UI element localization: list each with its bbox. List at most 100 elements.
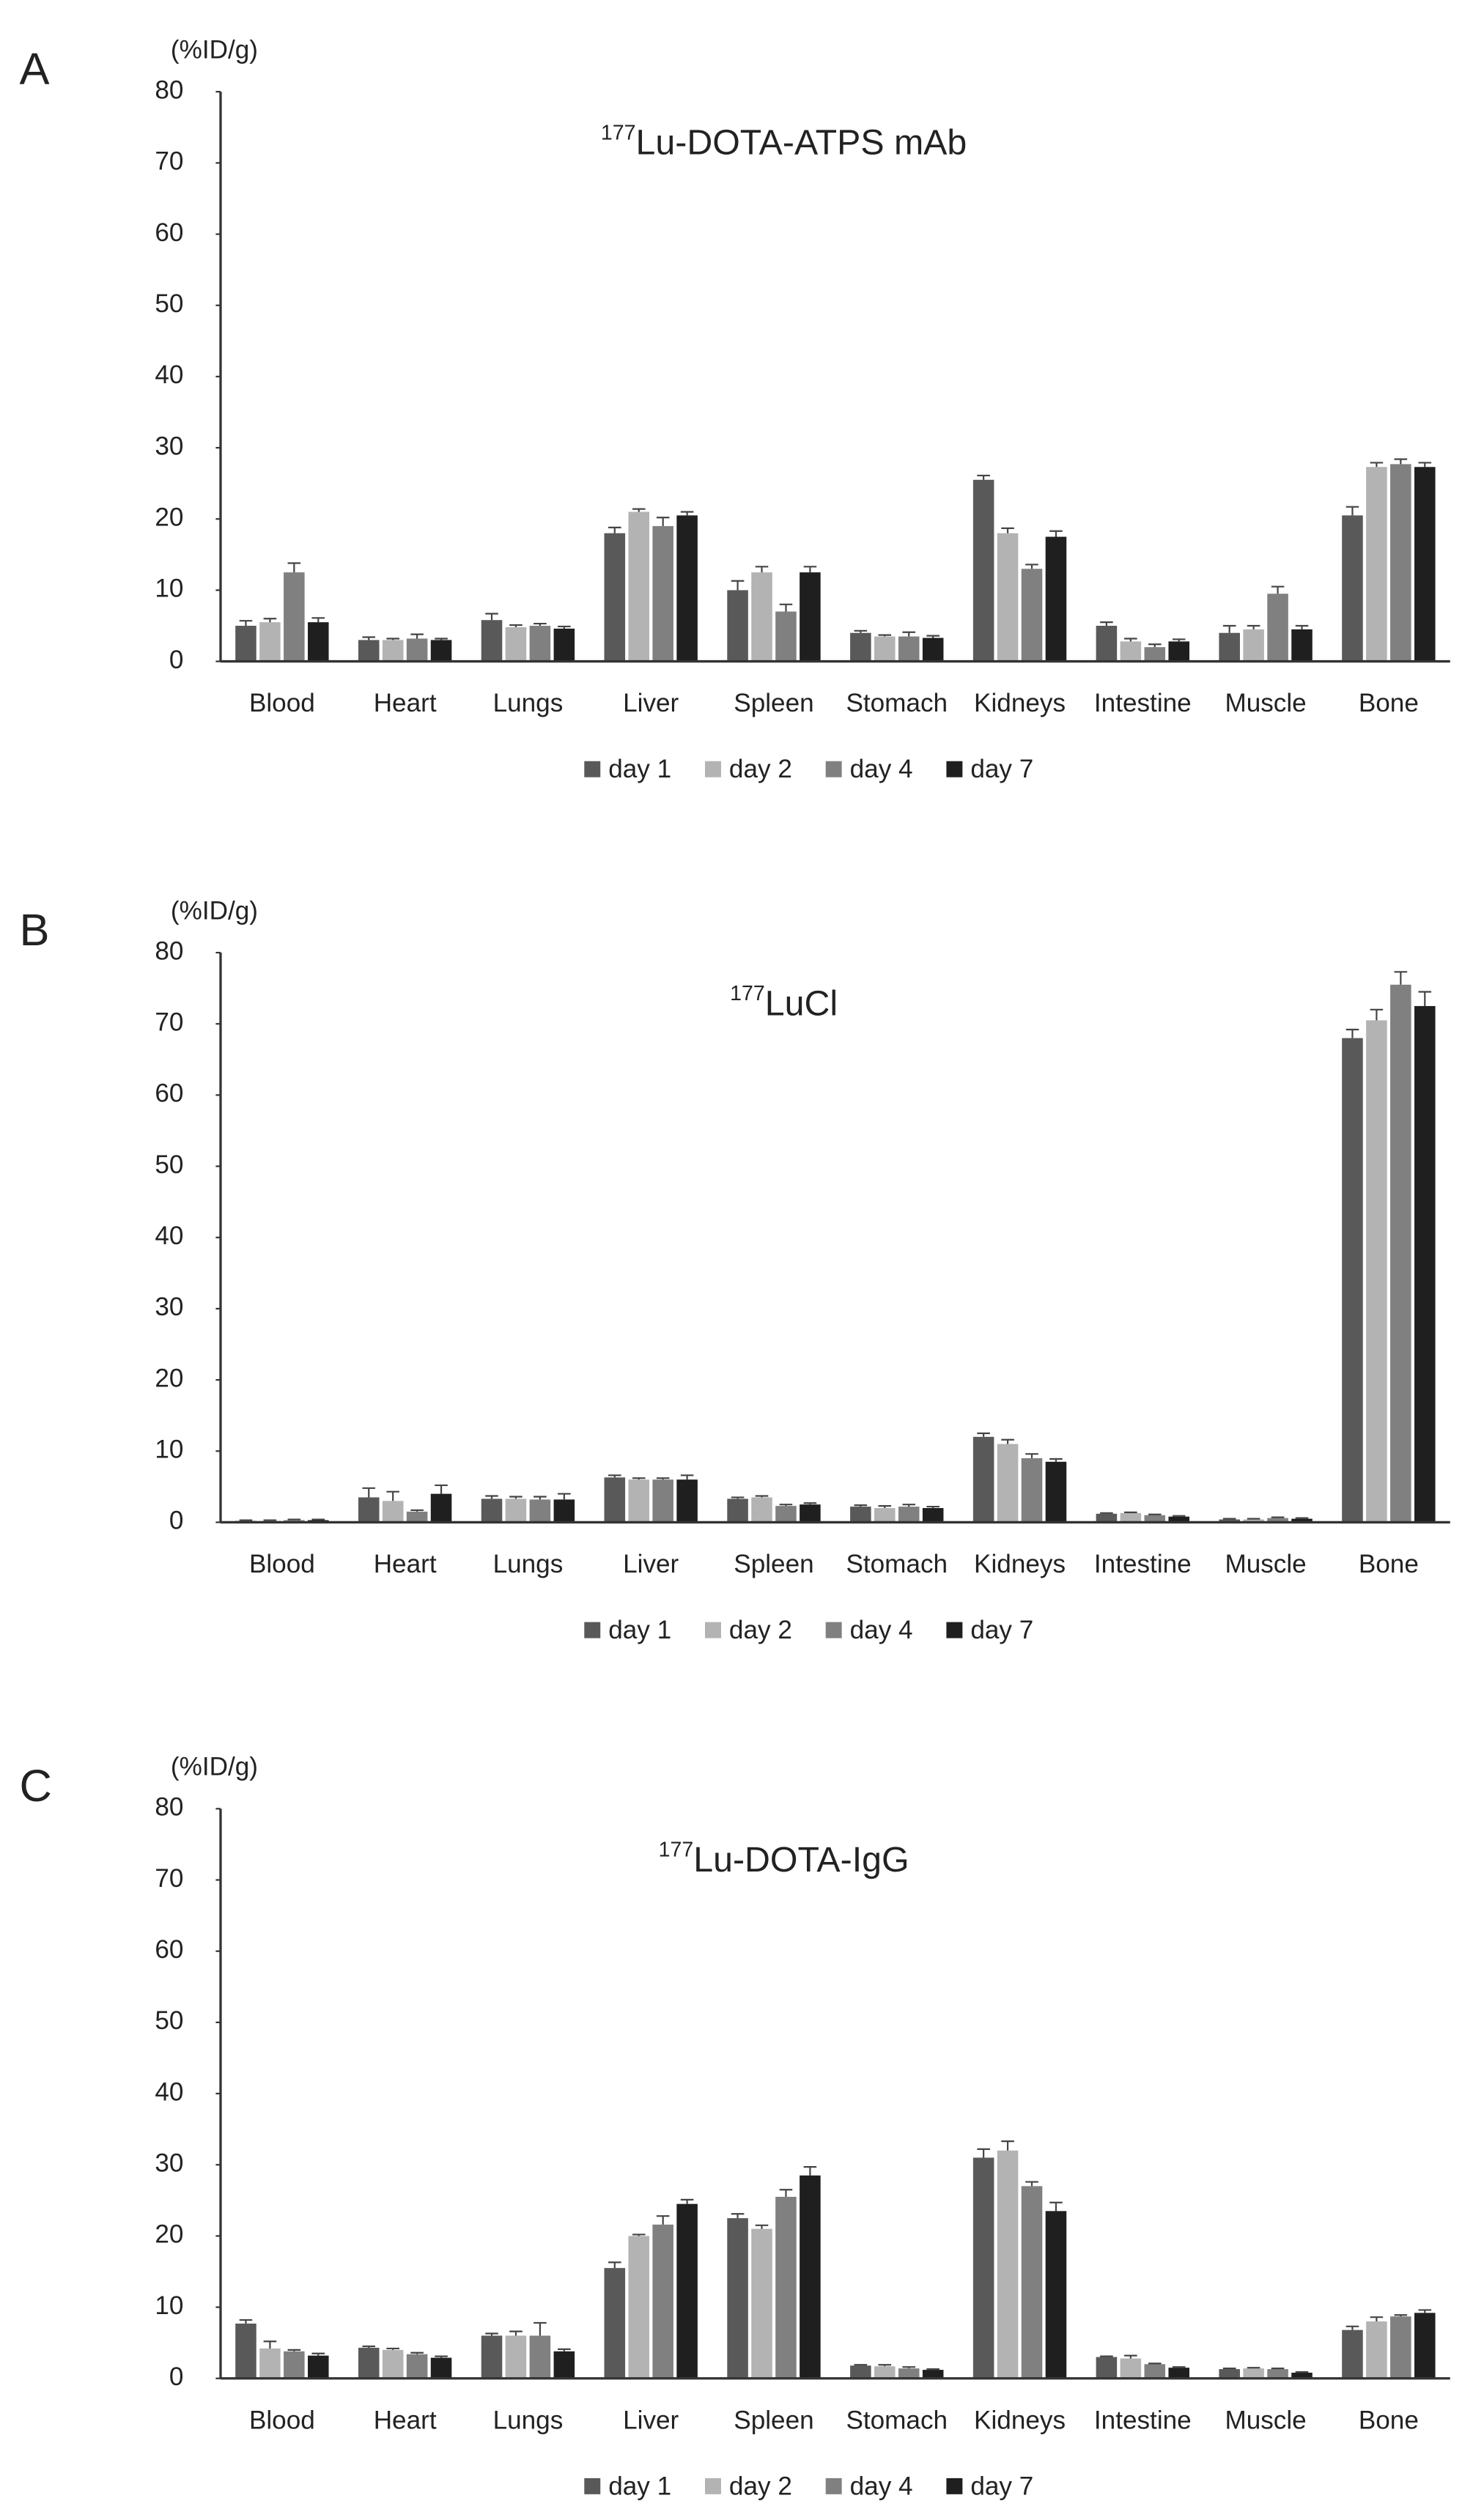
x-tick-label: Liver <box>623 2406 679 2434</box>
bar <box>727 590 748 662</box>
x-tick-label: Kidneys <box>974 1550 1066 1578</box>
error-bar <box>410 1509 424 1512</box>
x-tick-label: Muscle <box>1225 689 1306 717</box>
x-tick-label: Bone <box>1359 2406 1419 2434</box>
legend-swatch <box>825 1622 842 1638</box>
error-bar <box>854 629 868 633</box>
bar <box>284 572 305 662</box>
y-tick-label: 80 <box>155 1793 183 1822</box>
bar <box>1291 2372 1313 2379</box>
error-bar <box>558 2348 571 2351</box>
error-bar <box>1418 462 1432 468</box>
error-bar <box>1124 1511 1137 1513</box>
bar <box>1414 467 1436 662</box>
bar <box>358 2347 380 2379</box>
bar <box>406 638 428 662</box>
error-bar <box>1295 624 1309 629</box>
bar <box>676 2203 698 2379</box>
error-bar <box>926 1505 940 1509</box>
bar <box>259 622 281 662</box>
y-tick-label: 40 <box>155 361 183 389</box>
chart-title: 177Lu-DOTA-ATPS mAb <box>601 121 967 163</box>
error-bar <box>656 2215 670 2225</box>
bar <box>751 572 772 662</box>
legend-label: day 7 <box>970 755 1033 783</box>
error-bar <box>1394 971 1408 985</box>
bar <box>553 628 575 662</box>
error-bar <box>1124 638 1137 642</box>
y-tick-label: 70 <box>155 147 183 176</box>
bar <box>1219 632 1240 662</box>
error-bar <box>755 566 769 573</box>
bar <box>1120 2358 1142 2379</box>
title-superscript: 177 <box>601 121 636 144</box>
bar <box>652 2224 673 2379</box>
x-tick-label: Stomach <box>846 1550 948 1578</box>
y-tick-label: 30 <box>155 2149 183 2178</box>
bar <box>505 627 527 662</box>
error-bar <box>311 1518 325 1521</box>
bar <box>775 1506 797 1523</box>
bar <box>505 1499 527 1523</box>
error-bar <box>509 624 523 627</box>
error-bar <box>435 1484 448 1494</box>
error-bar <box>1271 2368 1285 2370</box>
error-bar <box>1100 621 1113 626</box>
legend-swatch <box>584 2477 601 2494</box>
error-bar <box>731 580 745 591</box>
y-tick-label: 30 <box>155 1293 183 1321</box>
error-bar <box>558 1493 571 1500</box>
bar <box>358 640 380 662</box>
error-bar <box>977 2148 990 2158</box>
bar <box>1342 515 1363 662</box>
bar <box>1219 2369 1240 2379</box>
bar <box>874 1508 896 1523</box>
bar <box>406 1511 428 1523</box>
legend-swatch <box>946 1622 963 1638</box>
bar <box>1021 569 1043 662</box>
legend-swatch <box>825 761 842 777</box>
chart-title: 177LuCl <box>730 982 838 1024</box>
error-bar <box>680 2198 694 2204</box>
bar <box>1366 1020 1387 1523</box>
title-text: Lu-DOTA-ATPS mAb <box>636 122 967 162</box>
bar <box>382 1501 404 1523</box>
bar <box>553 2351 575 2379</box>
bar <box>850 1507 871 1523</box>
x-tick-label: Lungs <box>493 1550 564 1578</box>
error-bar <box>1025 1453 1038 1458</box>
bar <box>751 2228 772 2379</box>
error-bar <box>509 1496 523 1499</box>
bar <box>1096 1513 1118 1523</box>
y-tick-label: 50 <box>155 1150 183 1179</box>
bar <box>997 533 1019 662</box>
error-bar <box>608 1474 621 1478</box>
error-bar <box>263 2340 277 2349</box>
bar <box>529 1499 551 1523</box>
bar <box>898 636 920 662</box>
bar <box>850 632 871 662</box>
title-superscript: 177 <box>730 982 765 1005</box>
x-tick-label: Heart <box>374 1550 437 1578</box>
bar <box>800 2175 821 2379</box>
legend-swatch <box>584 1622 601 1638</box>
error-bar <box>803 2166 817 2176</box>
bar <box>800 1504 821 1523</box>
y-tick-label: 10 <box>155 574 183 603</box>
bar <box>553 1499 575 1523</box>
error-bar <box>1370 462 1384 468</box>
legend-swatch <box>704 2477 721 2494</box>
x-tick-label: Liver <box>623 1550 679 1578</box>
bar <box>874 2366 896 2379</box>
error-bar <box>878 1505 892 1509</box>
error-bar <box>656 517 670 526</box>
y-tick-label: 50 <box>155 2006 183 2035</box>
bar <box>1291 629 1313 662</box>
x-tick-label: Spleen <box>734 2406 813 2434</box>
bar <box>529 625 551 662</box>
error-bar <box>1001 527 1014 533</box>
y-tick-label: 10 <box>155 2291 183 2320</box>
error-bar <box>926 635 940 638</box>
bar <box>505 2335 527 2379</box>
